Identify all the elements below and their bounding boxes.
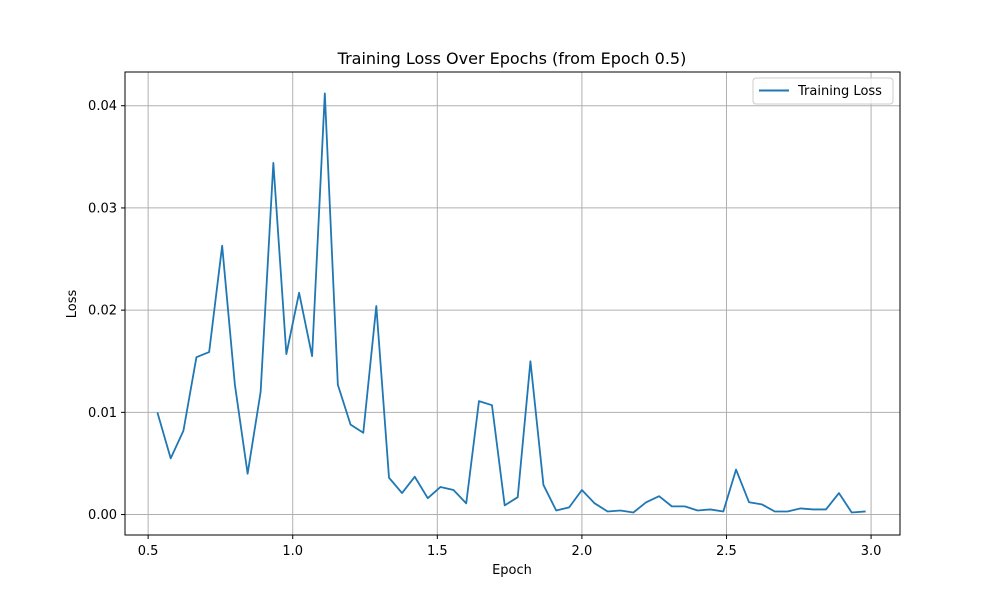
- x-axis-ticks: 0.5 1.0 1.5 2.0 2.5 3.0: [138, 535, 882, 559]
- y-tick-label: 0.04: [88, 99, 117, 114]
- y-axis-label: Loss: [65, 290, 80, 319]
- y-tick-label: 0.00: [88, 508, 117, 523]
- y-axis-ticks: 0.00 0.01 0.02 0.03 0.04: [88, 99, 125, 523]
- chart-title: Training Loss Over Epochs (from Epoch 0.…: [337, 49, 687, 68]
- grid: [125, 72, 900, 535]
- legend: Training Loss: [752, 77, 894, 105]
- x-axis-label: Epoch: [492, 563, 532, 578]
- plot-frame: [124, 71, 901, 536]
- x-tick-label: 2.0: [572, 544, 593, 559]
- x-tick-label: 0.5: [138, 544, 159, 559]
- x-tick-label: 1.0: [282, 544, 303, 559]
- legend-box: [752, 77, 894, 105]
- x-tick-label: 2.5: [716, 544, 737, 559]
- y-tick-label: 0.03: [88, 201, 117, 216]
- y-tick-label: 0.01: [88, 406, 117, 421]
- legend-label-training-loss: Training Loss: [797, 84, 882, 99]
- x-tick-label: 1.5: [427, 544, 448, 559]
- series-line-training-loss: [156, 92, 866, 514]
- x-tick-label: 3.0: [861, 544, 882, 559]
- series-layer: [156, 92, 866, 514]
- y-tick-label: 0.02: [88, 304, 117, 319]
